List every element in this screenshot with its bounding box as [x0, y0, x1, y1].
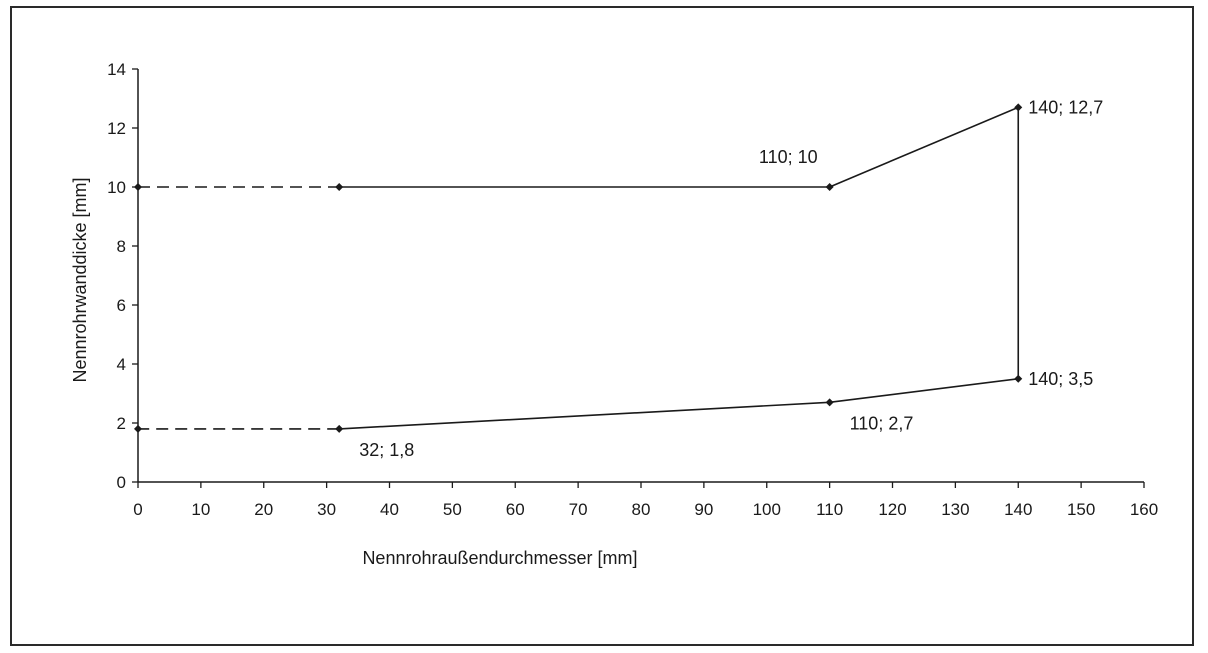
y-axis-ticks: 0 2 4 6 8 10 12 14	[107, 60, 138, 492]
data-point-marker	[1014, 374, 1023, 383]
line-segment	[339, 401, 830, 430]
data-point-label: 110; 2,7	[850, 413, 914, 433]
data-point-label: 140; 12,7	[1028, 97, 1103, 117]
data-point-marker	[1014, 103, 1023, 112]
axes	[137, 69, 1144, 483]
data-point-marker	[335, 183, 344, 191]
series-segments	[138, 106, 1020, 430]
x-tick-label: 50	[443, 500, 462, 519]
x-tick-label: 10	[191, 500, 210, 519]
data-annotations: 110; 10 140; 12,7 140; 3,5 110; 2,7 32; 1,8	[359, 97, 1103, 460]
y-tick-label: 6	[117, 296, 126, 315]
data-point-marker	[825, 398, 834, 407]
x-tick-label: 30	[317, 500, 336, 519]
x-axis-ticks: 0 10 20 30 40 50 60 70 80 90 100 110 120 130 140 150 160	[133, 482, 1158, 519]
y-tick-label: 8	[117, 237, 126, 256]
x-tick-label: 130	[941, 500, 969, 519]
line-chart: 0 2 4 6 8 10 12 14 0 10 20 30 40 50 60 70 80 90 100 110 120…	[70, 60, 1158, 568]
data-point-label: 32; 1,8	[359, 440, 414, 460]
y-axis-label: Nennrohrwanddicke [mm]	[70, 177, 90, 382]
data-point-marker	[134, 424, 142, 433]
data-point-marker	[825, 183, 834, 191]
x-tick-label: 40	[380, 500, 399, 519]
line-segment	[829, 106, 1019, 188]
x-tick-label: 0	[133, 500, 142, 519]
data-point-marker	[335, 424, 344, 433]
data-point-label: 140; 3,5	[1028, 369, 1093, 389]
y-tick-label: 10	[107, 178, 126, 197]
y-tick-label: 0	[117, 473, 126, 492]
y-tick-label: 14	[107, 60, 126, 79]
x-axis-label: Nennrohraußendurchmesser [mm]	[362, 548, 637, 568]
data-point-marker	[134, 183, 142, 191]
x-tick-label: 100	[753, 500, 781, 519]
x-tick-label: 90	[694, 500, 713, 519]
x-tick-label: 80	[632, 500, 651, 519]
x-tick-label: 110	[816, 500, 843, 519]
line-segment	[829, 377, 1019, 404]
y-tick-label: 4	[117, 355, 126, 374]
chart-frame: 0 2 4 6 8 10 12 14 0 10 20 30 40 50 60 70 80 90 100 110 120…	[10, 6, 1194, 646]
x-tick-label: 160	[1130, 500, 1158, 519]
x-tick-label: 120	[878, 500, 906, 519]
x-tick-label: 70	[569, 500, 588, 519]
data-point-label: 110; 10	[759, 147, 818, 167]
y-tick-label: 12	[107, 119, 126, 138]
x-tick-label: 140	[1004, 500, 1032, 519]
x-tick-label: 20	[254, 500, 273, 519]
x-tick-label: 60	[506, 500, 525, 519]
x-tick-label: 150	[1067, 500, 1095, 519]
data-point-markers	[134, 103, 1023, 433]
y-tick-label: 2	[117, 414, 126, 433]
